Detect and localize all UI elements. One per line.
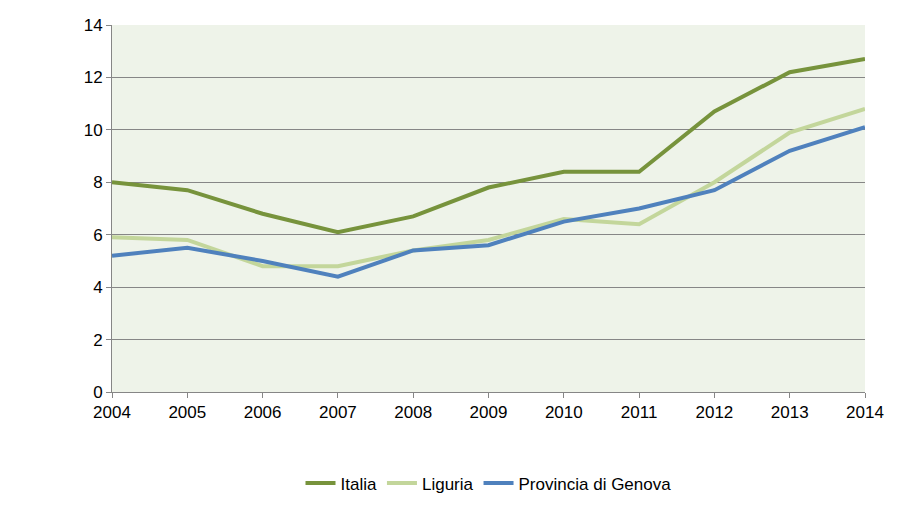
svg-text:Italia: Italia <box>341 475 377 494</box>
svg-text:10: 10 <box>84 121 103 140</box>
svg-text:2013: 2013 <box>771 403 809 422</box>
svg-text:2006: 2006 <box>244 403 282 422</box>
svg-text:2: 2 <box>93 331 102 350</box>
svg-text:12: 12 <box>84 68 103 87</box>
svg-text:0: 0 <box>93 383 102 402</box>
svg-text:2008: 2008 <box>394 403 432 422</box>
svg-text:2012: 2012 <box>695 403 733 422</box>
svg-text:2004: 2004 <box>93 403 131 422</box>
svg-text:Provincia di Genova: Provincia di Genova <box>519 475 672 494</box>
svg-text:2010: 2010 <box>545 403 583 422</box>
svg-text:2011: 2011 <box>621 403 658 422</box>
svg-text:4: 4 <box>93 278 102 297</box>
svg-text:8: 8 <box>93 173 102 192</box>
svg-text:2007: 2007 <box>319 403 357 422</box>
svg-text:14: 14 <box>84 16 103 35</box>
svg-text:2014: 2014 <box>846 403 884 422</box>
svg-text:2005: 2005 <box>168 403 206 422</box>
svg-text:Liguria: Liguria <box>422 475 474 494</box>
svg-text:6: 6 <box>93 226 102 245</box>
svg-text:2009: 2009 <box>470 403 508 422</box>
